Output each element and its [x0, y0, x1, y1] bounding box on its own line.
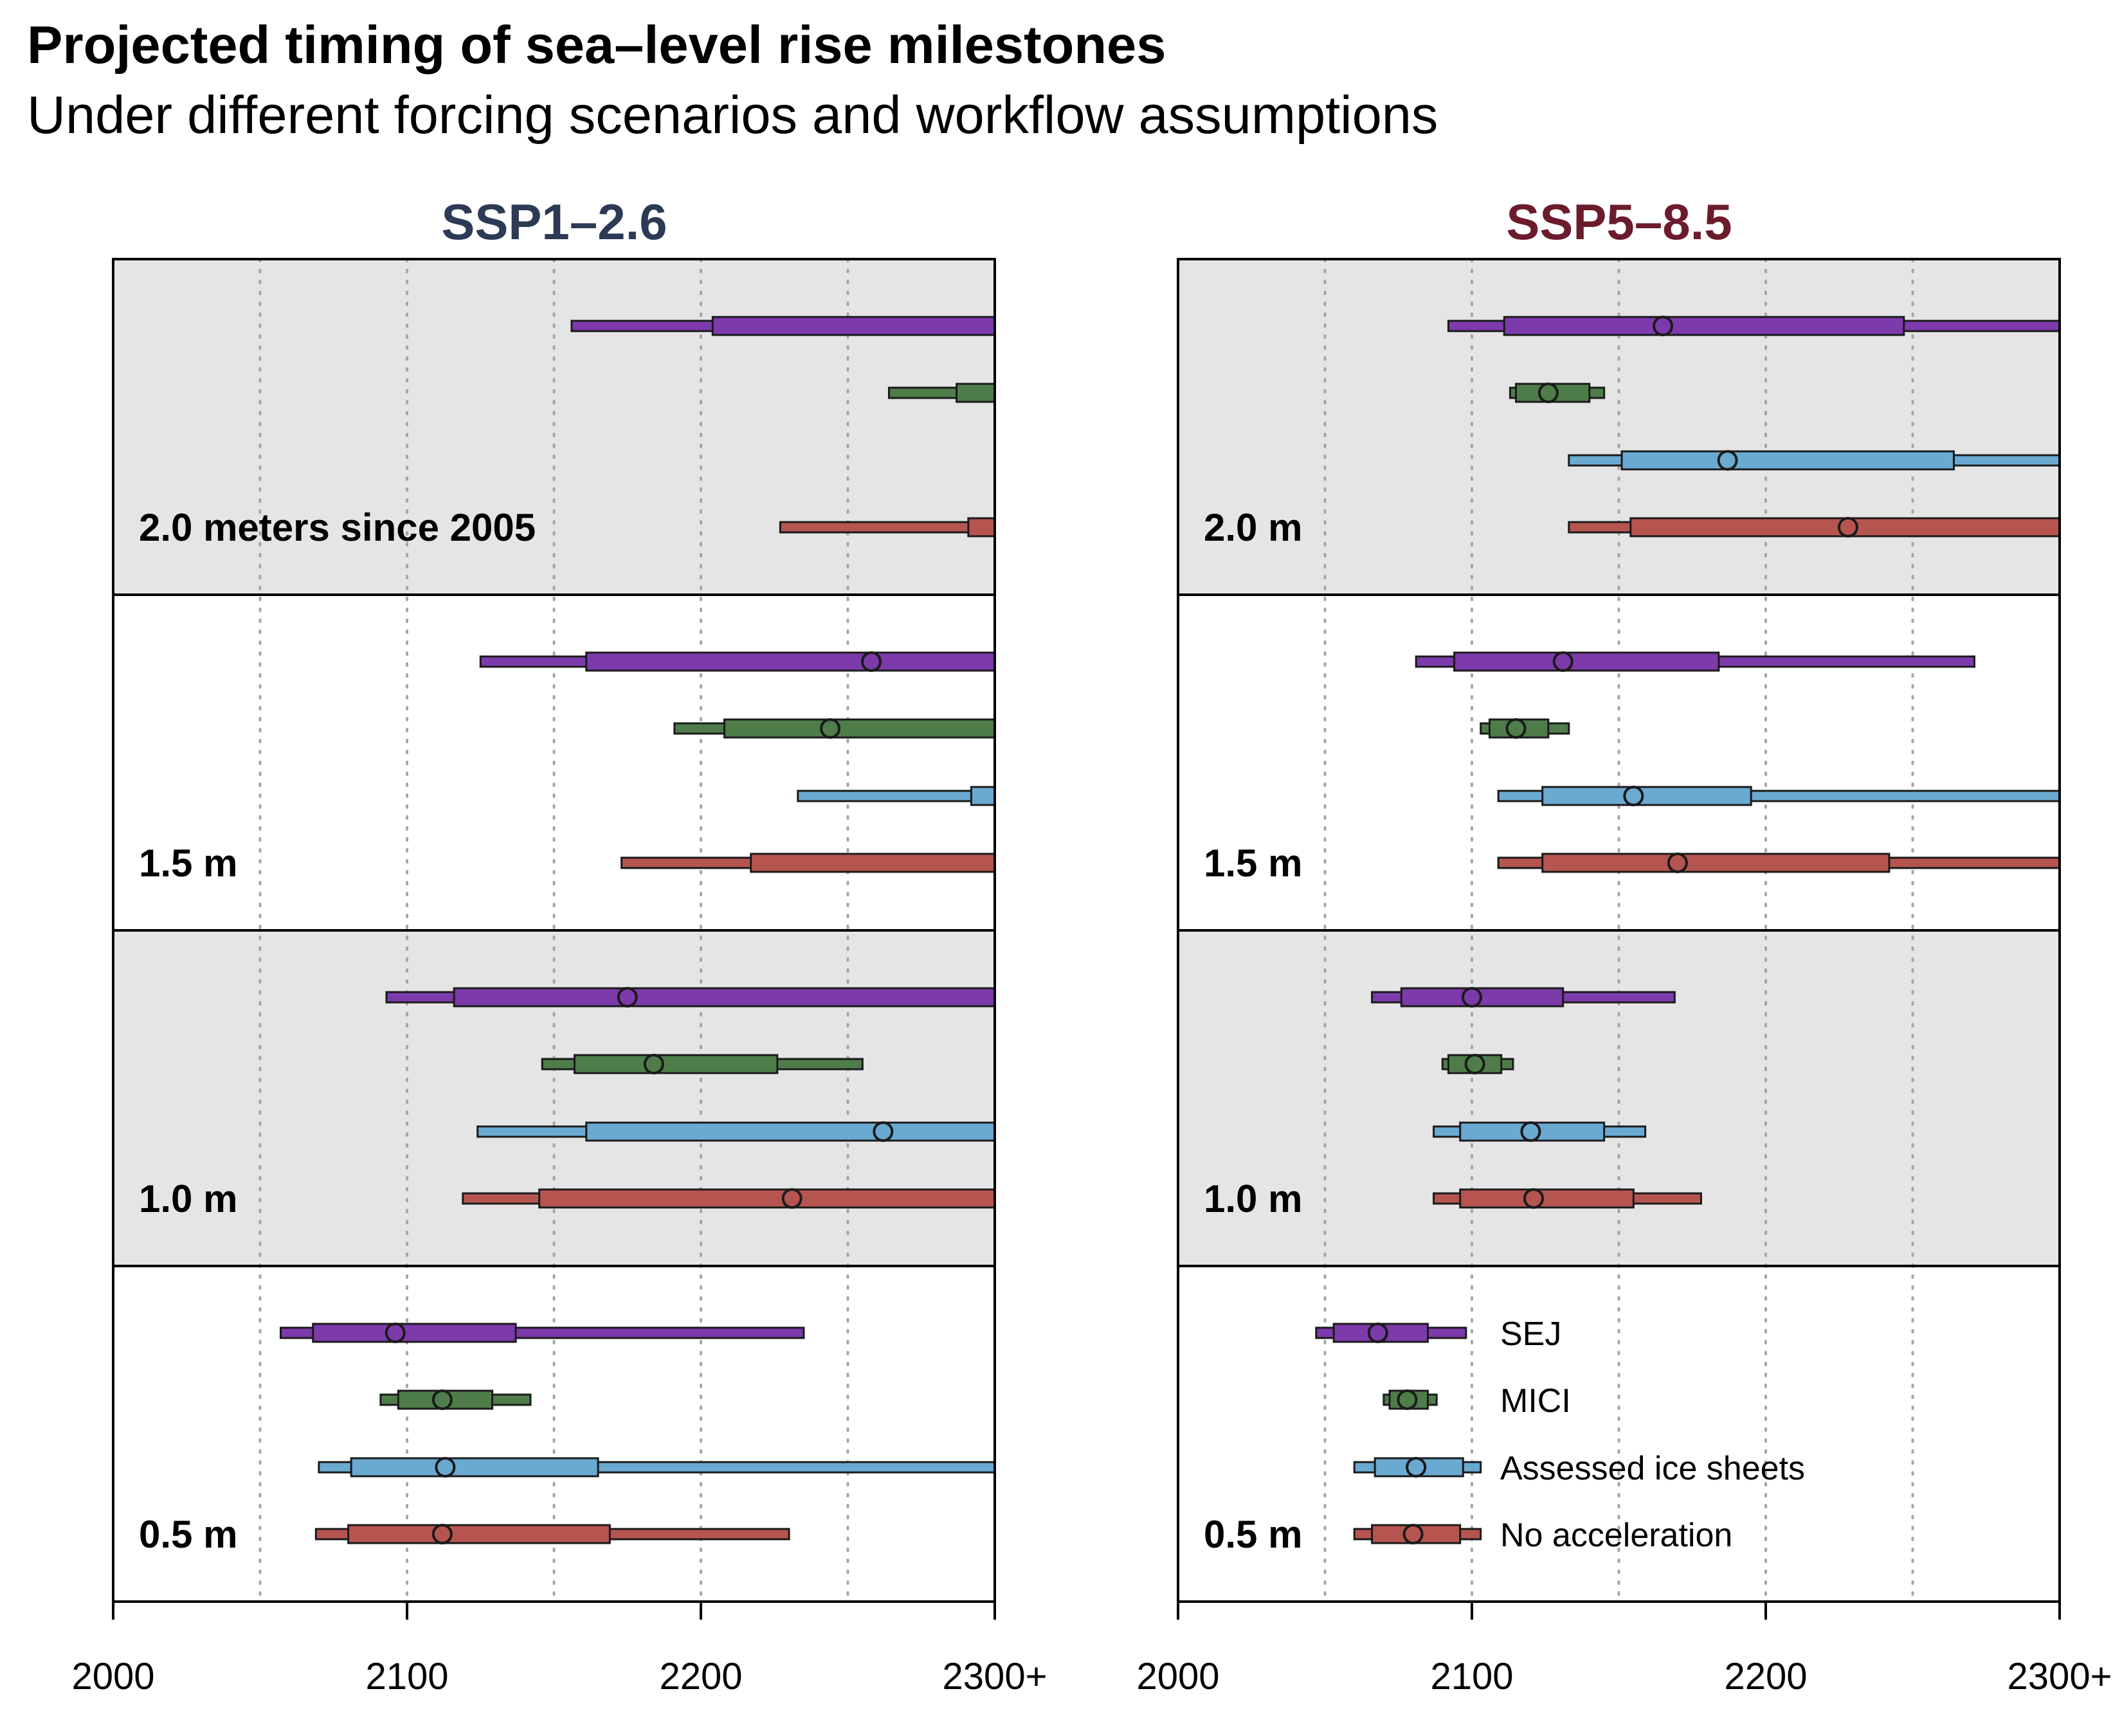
ssp5-8-5-2-0-m-mici-median-dot: [1537, 383, 1559, 403]
row-label: 2.0 m: [1204, 506, 1302, 549]
row-label: 0.5 m: [1204, 1513, 1302, 1556]
panels-layer: 2.0 meters since 2005 1.5 m 1.0 m 0.5 m 2000…: [71, 258, 2112, 1697]
panel-data: [279, 316, 995, 1544]
ssp5-8-5-1-5-m-mici-median-dot: [1505, 718, 1527, 739]
x-tick-label: 2200: [1724, 1656, 1807, 1697]
x-tick-label: 2300+: [2008, 1656, 2112, 1697]
legend-item-assessed-ice-sheets: Assessed ice sheets: [1353, 1450, 1805, 1487]
panel-data: [1371, 316, 2060, 1209]
legend-assessed-ice-sheets-median-dot: [1406, 1457, 1427, 1478]
legend-item-no-acceleration: No acceleration: [1353, 1517, 1732, 1554]
ssp5-8-5-2-0-m-sej-inner-range: [1503, 316, 1905, 336]
x-tick-label: 2000: [71, 1656, 154, 1697]
panel-frame: [112, 258, 996, 1603]
legend-sej-median-dot: [1367, 1323, 1388, 1343]
ssp1-2-6-1-0-m-mici-inner-range: [573, 1054, 779, 1074]
ssp5-8-5-1-5-m-no-acceleration-median-dot: [1667, 853, 1688, 873]
ssp5-8-5-1-5-m-sej-median-dot: [1552, 651, 1573, 672]
ssp5-8-5-1-5-m-sej-inner-range: [1453, 651, 1720, 672]
panel-ssp5-8-5: 2.0 m 1.5 m 1.0 m 0.5 m 2000 2100 2200 2300+: [1136, 258, 2112, 1697]
ssp5-8-5-1-0-m-assessed-ice-sheets-median-dot: [1520, 1121, 1541, 1142]
row-label: 1.5 m: [1204, 842, 1302, 885]
panel-frame: [1177, 258, 2061, 1603]
x-tick-label: 2200: [659, 1656, 742, 1697]
ssp1-2-6-1-5-m-sej-inner-range: [585, 651, 995, 672]
x-tick-label: 2100: [1430, 1656, 1513, 1697]
ssp1-2-6-0-5-m-mici-median-dot: [431, 1389, 453, 1410]
x-tick-label: 2300+: [943, 1656, 1047, 1697]
ssp1-2-6-1-0-m-assessed-ice-sheets-inner-range: [585, 1121, 995, 1142]
legend: SEJ MICI Assessed ice sheets No acceleratio…: [1315, 1316, 1805, 1554]
ssp1-2-6-1-5-m-assessed-ice-sheets-outer-range: [797, 790, 995, 802]
ssp1-2-6-1-5-m-sej-median-dot: [861, 651, 882, 672]
panel-title-ssp126: SSP1–2.6: [441, 194, 667, 250]
ssp5-8-5-2-0-m-assessed-ice-sheets-inner-range: [1620, 450, 1955, 471]
ssp1-2-6-2-0-meters-since-2005-mici-inner-range: [956, 383, 995, 403]
row-label: 0.5 m: [139, 1513, 237, 1556]
ssp5-8-5-1-5-m-no-acceleration-inner-range: [1541, 853, 1891, 873]
panel-title-ssp585: SSP5–8.5: [1506, 194, 1732, 250]
ssp1-2-6-1-5-m-mici-median-dot: [820, 718, 841, 739]
row-label: 1.5 m: [139, 842, 237, 885]
ssp5-8-5-1-5-m-assessed-ice-sheets-median-dot: [1623, 786, 1644, 806]
ssp1-2-6-0-5-m-assessed-ice-sheets-inner-range: [350, 1457, 599, 1478]
ssp5-8-5-1-5-m-assessed-ice-sheets-inner-range: [1541, 786, 1752, 806]
ssp1-2-6-0-5-m-sej-median-dot: [385, 1323, 406, 1343]
legend-label: MICI: [1500, 1382, 1571, 1420]
ssp1-2-6-0-5-m-no-acceleration-median-dot: [431, 1524, 453, 1544]
x-tick-label: 2100: [365, 1656, 448, 1697]
ssp1-2-6-0-5-m-no-acceleration-inner-range: [347, 1524, 611, 1544]
ssp1-2-6-2-0-meters-since-2005-no-acceleration-outer-range: [779, 521, 995, 534]
legend-item-mici: MICI: [1383, 1382, 1571, 1420]
panel-ssp1-2-6: 2.0 meters since 2005 1.5 m 1.0 m 0.5 m 2000…: [71, 258, 1047, 1697]
ssp5-8-5-1-0-m-sej-median-dot: [1462, 987, 1482, 1008]
ssp5-8-5-2-0-m-sej-median-dot: [1653, 316, 1674, 336]
legend-label: Assessed ice sheets: [1500, 1450, 1805, 1487]
x-tick-label: 2000: [1136, 1656, 1219, 1697]
row-label: 2.0 meters since 2005: [139, 506, 536, 549]
legend-no-acceleration-median-dot: [1402, 1524, 1424, 1544]
ssp1-2-6-1-0-m-no-acceleration-inner-range: [538, 1188, 995, 1209]
row-label: 1.0 m: [1204, 1177, 1302, 1220]
ssp1-2-6-0-5-m-sej-inner-range: [312, 1323, 517, 1343]
ssp5-8-5-1-0-m-no-acceleration-inner-range: [1459, 1188, 1635, 1209]
ssp1-2-6-2-0-meters-since-2005-sej-inner-range: [711, 316, 995, 336]
ssp1-2-6-1-5-m-mici-inner-range: [723, 718, 995, 739]
chart-subtitle: Under different forcing scenarios and wo…: [27, 85, 1438, 145]
ssp1-2-6-0-5-m-assessed-ice-sheets-median-dot: [435, 1457, 456, 1478]
chart-title: Projected timing of sea–level rise miles…: [27, 15, 1166, 75]
ssp5-8-5-1-0-m-no-acceleration-median-dot: [1523, 1188, 1544, 1209]
row-label: 1.0 m: [139, 1177, 237, 1220]
ssp1-2-6-1-0-m-sej-inner-range: [453, 987, 995, 1008]
ssp1-2-6-1-5-m-assessed-ice-sheets-inner-range: [970, 786, 995, 806]
ssp5-8-5-2-0-m-no-acceleration-median-dot: [1837, 517, 1858, 538]
ssp5-8-5-1-0-m-mici-median-dot: [1464, 1054, 1485, 1074]
ssp5-8-5-2-0-m-assessed-ice-sheets-median-dot: [1717, 450, 1738, 471]
ssp1-2-6-1-0-m-mici-median-dot: [643, 1054, 664, 1074]
ssp1-2-6-2-0-meters-since-2005-no-acceleration-inner-range: [967, 517, 995, 538]
ssp1-2-6-1-5-m-no-acceleration-inner-range: [750, 853, 995, 873]
ssp1-2-6-1-0-m-no-acceleration-median-dot: [781, 1188, 803, 1209]
legend-mici-median-dot: [1397, 1389, 1418, 1410]
legend-item-sej: SEJ: [1315, 1316, 1561, 1353]
ssp1-2-6-1-0-m-assessed-ice-sheets-median-dot: [873, 1121, 894, 1142]
ssp1-2-6-1-0-m-sej-median-dot: [617, 987, 638, 1008]
legend-label: No acceleration: [1500, 1517, 1732, 1554]
legend-label: SEJ: [1500, 1316, 1561, 1353]
